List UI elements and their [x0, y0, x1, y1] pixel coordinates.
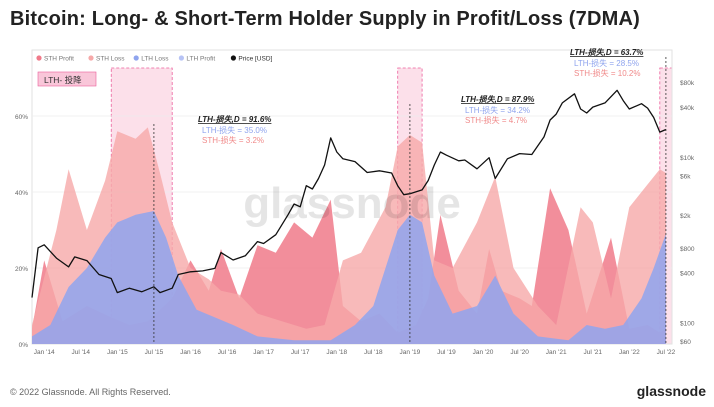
price-line	[31, 89, 667, 298]
legend-swatch-sth-loss	[88, 55, 94, 61]
area-sth-loss	[32, 127, 666, 345]
annotation-1-title: LTH-损失,D = 91.6%	[198, 115, 271, 124]
footer-brand: glassnode	[636, 383, 706, 399]
chart-title: Bitcoin: Long- & Short-Term Holder Suppl…	[10, 8, 640, 30]
legend-swatch-lth-loss	[133, 55, 139, 61]
legend-label-lth-loss: LTH Loss	[141, 56, 169, 63]
chart: LTH- 投降 glassnode LTH-损失,D = 91.6%LTH-损失…	[15, 48, 695, 356]
y-right-tick-400: $400	[680, 271, 695, 278]
x-tick-jul-18: Jul '18	[364, 349, 383, 356]
legend-label-price-usd: Price [USD]	[238, 56, 272, 63]
annotation-3-title: LTH-损失,D = 63.7%	[570, 48, 643, 57]
x-tick-jan-20: Jan '20	[473, 349, 494, 356]
legend-label-sth-profit: STH Profit	[44, 56, 74, 63]
y-right-tick-2k: $2k	[680, 213, 691, 220]
x-tick-jan-18: Jan '18	[326, 349, 347, 356]
x-tick-jan-14: Jan '14	[34, 349, 55, 356]
x-tick-jul-21: Jul '21	[583, 349, 602, 356]
x-tick-jul-14: Jul '14	[71, 349, 90, 356]
area-lth-loss	[32, 211, 666, 344]
shaded-label-box	[37, 71, 97, 87]
y-right-tick-60: $60	[680, 339, 691, 346]
x-tick-jul-16: Jul '16	[218, 349, 237, 356]
shaded-label: LTH- 投降	[44, 75, 82, 85]
annotation-1: LTH-损失,D = 91.6%LTH-损失 = 35.0%STH-损失 = 3…	[153, 115, 271, 344]
legend-item-sth-loss: STH Loss	[88, 55, 125, 63]
y-right-tick-6k: $6k	[680, 173, 691, 180]
annotation-2-sth: STH-损失 = 4.7%	[465, 115, 527, 125]
legend-swatch-sth-profit	[36, 55, 42, 61]
legend-label-lth-profit: LTH Profit	[186, 56, 215, 63]
x-tick-jul-19: Jul '19	[437, 349, 456, 356]
annotation-1-sth: STH-损失 = 3.2%	[202, 135, 264, 145]
legend-swatch-lth-profit	[178, 55, 184, 61]
y-right-tick-10k: $10k	[680, 155, 695, 162]
x-tick-jul-17: Jul '17	[291, 349, 310, 356]
legend-label-sth-loss: STH Loss	[96, 56, 125, 63]
y-left-tick-60: 60%	[15, 114, 28, 121]
annotation-3: LTH-损失,D = 63.7%LTH-损失 = 28.5%STH-损失 = 1…	[570, 48, 667, 344]
y-right-tick-800: $800	[680, 246, 695, 253]
annotation-2-title: LTH-损失,D = 87.9%	[461, 95, 534, 104]
y-right-tick-100: $100	[680, 321, 695, 328]
y-left-tick-20: 20%	[15, 266, 28, 273]
y-right-tick-40k: $40k	[680, 105, 695, 112]
x-tick-jan-16: Jan '16	[180, 349, 201, 356]
annotation-1-lth: LTH-损失 = 35.0%	[202, 125, 267, 135]
x-tick-jan-19: Jan '19	[400, 349, 421, 356]
x-tick-jul-15: Jul '15	[145, 349, 164, 356]
annotation-3-lth: LTH-损失 = 28.5%	[574, 58, 639, 68]
x-tick-jan-21: Jan '21	[546, 349, 567, 356]
legend-item-price-usd: Price [USD]	[230, 55, 273, 63]
x-tick-jul-22: Jul '22	[657, 349, 676, 356]
annotation-2-lth: LTH-损失 = 34.2%	[465, 105, 530, 115]
annotation-2: LTH-损失,D = 87.9%LTH-损失 = 34.2%STH-损失 = 4…	[409, 95, 534, 344]
legend-item-lth-profit: LTH Profit	[178, 55, 215, 63]
legend-item-sth-profit: STH Profit	[36, 55, 74, 63]
y-left-tick-40: 40%	[15, 190, 28, 197]
legend-swatch-price-usd	[230, 55, 236, 61]
x-tick-jan-22: Jan '22	[619, 349, 640, 356]
legend-item-lth-loss: LTH Loss	[133, 55, 169, 63]
y-right-tick-80k: $80k	[680, 80, 695, 87]
watermark: glassnode	[243, 179, 461, 228]
x-tick-jan-17: Jan '17	[253, 349, 274, 356]
x-tick-jan-15: Jan '15	[107, 349, 128, 356]
annotation-3-sth: STH-损失 = 10.2%	[574, 68, 640, 78]
y-left-tick-0: 0%	[19, 342, 29, 349]
x-tick-jul-20: Jul '20	[510, 349, 529, 356]
footer-copyright: © 2022 Glassnode. All Rights Reserved.	[10, 387, 171, 397]
